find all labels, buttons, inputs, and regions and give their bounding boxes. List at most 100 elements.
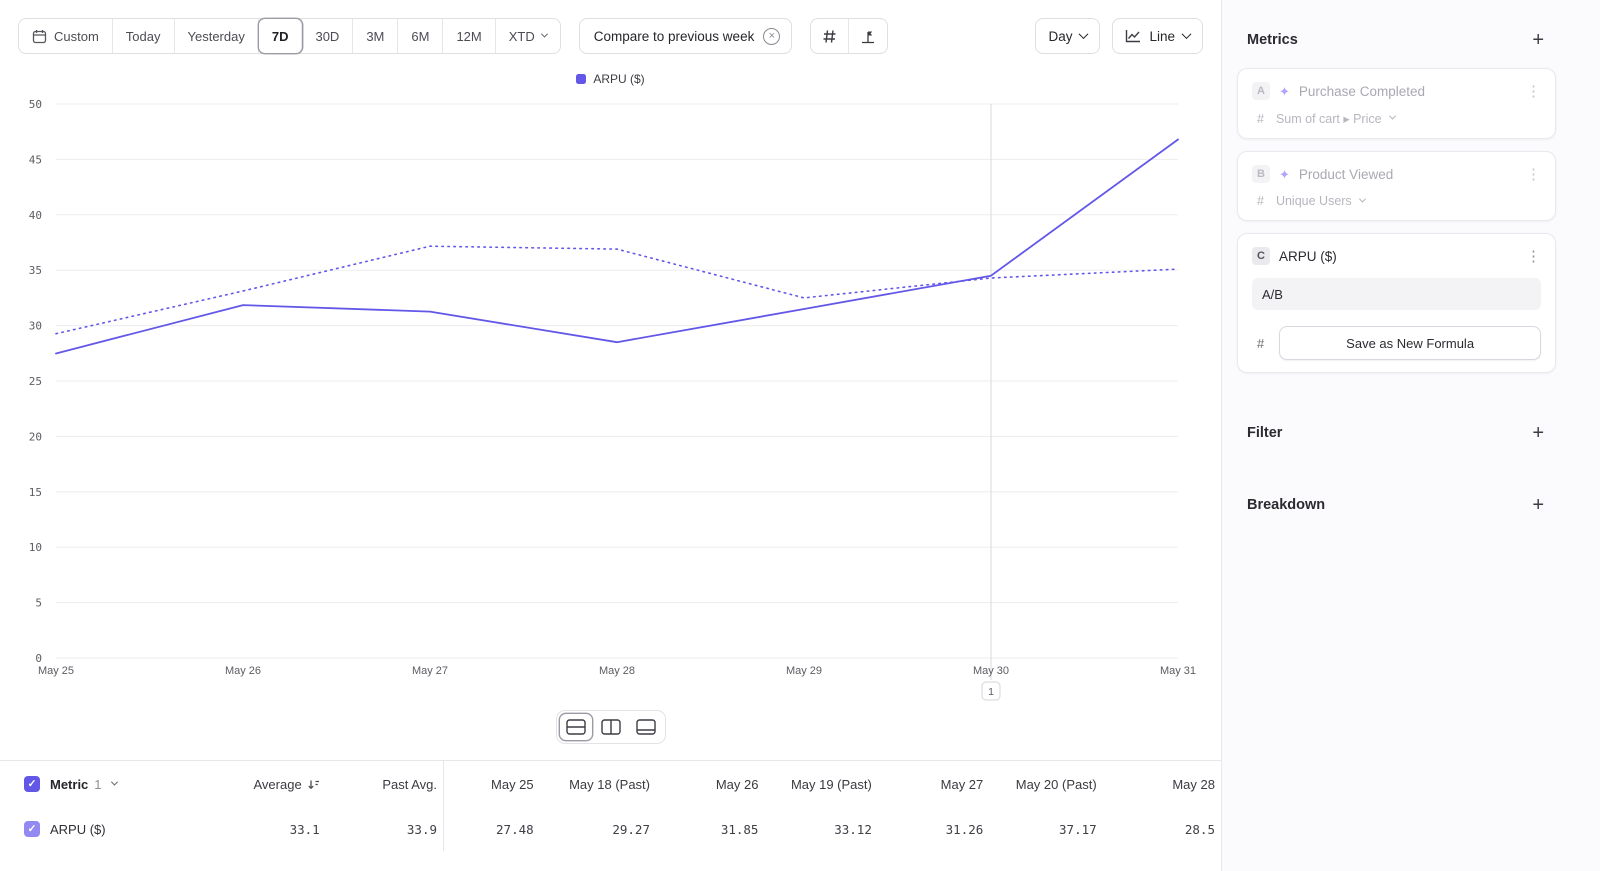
- x-axis-tick-label: May 27: [412, 665, 448, 677]
- chevron-down-icon: [1181, 28, 1192, 39]
- interval-label: Day: [1048, 28, 1073, 44]
- row-checkbox[interactable]: [24, 821, 40, 837]
- column-header-label: May 28: [1172, 776, 1215, 792]
- measure-row: # Unique Users: [1252, 194, 1541, 208]
- metric-card-b-header: B ✦ Product Viewed ⋮: [1252, 164, 1541, 184]
- range-button-6m[interactable]: 6M: [398, 19, 444, 53]
- table-row: ARPU ($) 33.1 33.9 27.48 29.27 31.85 33.12 31.…: [0, 807, 1221, 851]
- sparkle-icon: ✦: [1279, 166, 1290, 182]
- column-header-may-18-past[interactable]: May 18 (Past): [540, 761, 656, 807]
- chevron-down-icon: [1079, 28, 1089, 39]
- add-filter-button[interactable]: +: [1532, 422, 1544, 444]
- kebab-menu-icon[interactable]: ⋮: [1526, 247, 1541, 265]
- x-axis-tick-label: May 28: [599, 665, 635, 677]
- column-header-may-26[interactable]: May 26: [656, 761, 764, 807]
- column-header-may-27[interactable]: May 27: [878, 761, 989, 807]
- y-axis-tick-label: 45: [29, 153, 42, 166]
- cell-may-20-past: 37.17: [1059, 821, 1097, 837]
- y-axis-tick-label: 50: [29, 98, 42, 111]
- measure-label: Unique Users: [1275, 194, 1352, 208]
- cell-may-26: 31.85: [720, 821, 759, 837]
- y-axis-tick-label: 15: [29, 486, 42, 499]
- metric-title[interactable]: ARPU ($): [1279, 248, 1337, 264]
- range-label: 6M: [411, 28, 430, 44]
- chart-type-dropdown[interactable]: Line: [1112, 18, 1203, 54]
- table-header-row: Metric 1 Average Past Avg. May 25 May 18 (P…: [0, 761, 1221, 807]
- metrics-title: Metrics: [1247, 32, 1298, 48]
- grid-values-toggle-button[interactable]: [811, 19, 850, 53]
- chart-svg[interactable]: 0 5 10 15 20 25 30 35 40 45 50 1 May 25 May 26 May 27 M…: [0, 88, 1222, 704]
- y-axis-tick-label: 40: [29, 209, 42, 222]
- line-chart-icon: [1126, 30, 1141, 43]
- cell-may-18-past: 29.27: [612, 821, 650, 837]
- interval-dropdown[interactable]: Day: [1035, 18, 1101, 54]
- metric-title[interactable]: Purchase Completed: [1298, 83, 1425, 99]
- metric-header-label: Metric: [50, 776, 89, 792]
- column-header-label: May 19 (Past): [790, 776, 872, 792]
- column-header-may-19-past[interactable]: May 19 (Past): [764, 761, 877, 807]
- range-button-3m[interactable]: 3M: [353, 19, 399, 53]
- chevron-down-icon: [1388, 112, 1396, 120]
- panel-toggle-group: [555, 710, 666, 744]
- range-button-12m[interactable]: 12M: [443, 19, 496, 53]
- chevron-down-icon: [540, 30, 548, 38]
- measure-dropdown[interactable]: Sum of cart ▸ Price: [1275, 111, 1396, 126]
- metric-card-a[interactable]: A ✦ Purchase Completed ⋮ # Sum of cart ▸…: [1237, 68, 1556, 139]
- layout-split-horizontal-button[interactable]: [560, 714, 592, 740]
- bottom-panel-icon: [635, 719, 656, 735]
- range-button-30d[interactable]: 30D: [302, 19, 354, 53]
- layout-bottom-panel-button[interactable]: [630, 714, 662, 740]
- range-label: 3M: [366, 28, 385, 44]
- range-label: Yesterday: [187, 28, 245, 44]
- formula-value: A/B: [1262, 286, 1283, 302]
- chart-legend[interactable]: ARPU ($): [0, 70, 1221, 88]
- range-label: 7D: [271, 28, 289, 44]
- legend-swatch: [576, 74, 587, 84]
- column-header-label: May 27: [940, 776, 984, 792]
- measure-label: Sum of cart ▸ Price: [1275, 112, 1382, 126]
- annotations-toggle-button[interactable]: [849, 19, 887, 53]
- column-header-may-25[interactable]: May 25: [444, 761, 540, 807]
- range-button-yesterday[interactable]: Yesterday: [175, 19, 259, 53]
- metric-title[interactable]: Product Viewed: [1298, 166, 1394, 182]
- column-header-average[interactable]: Average: [217, 761, 325, 807]
- range-button-custom[interactable]: Custom: [19, 19, 113, 53]
- aggregation-hash-icon: #: [1257, 194, 1264, 208]
- legend-label: ARPU ($): [593, 72, 645, 86]
- compare-chip-label: Compare to previous week: [593, 28, 755, 44]
- save-as-new-formula-button[interactable]: Save as New Formula: [1279, 326, 1541, 360]
- range-button-xtd[interactable]: XTD: [496, 19, 560, 53]
- x-axis-tick-label: May 29: [786, 665, 822, 677]
- range-button-today[interactable]: Today: [113, 19, 175, 53]
- table-row-label-cell[interactable]: ARPU ($): [0, 807, 217, 851]
- save-formula-row: # Save as New Formula: [1252, 326, 1541, 360]
- annotation-badge[interactable]: [981, 681, 1001, 701]
- formula-input[interactable]: A/B: [1252, 278, 1541, 310]
- table-metric-header[interactable]: Metric 1: [0, 761, 217, 807]
- metric-card-b[interactable]: B ✦ Product Viewed ⋮ # Unique Users: [1237, 151, 1556, 221]
- range-button-7d[interactable]: 7D: [258, 19, 303, 53]
- add-breakdown-button[interactable]: +: [1532, 494, 1544, 516]
- metric-badge-a: A: [1252, 82, 1270, 100]
- remove-compare-icon[interactable]: ×: [763, 27, 781, 45]
- range-label: 30D: [315, 28, 340, 44]
- compare-chip[interactable]: Compare to previous week ×: [578, 18, 793, 54]
- kebab-menu-icon[interactable]: ⋮: [1526, 165, 1541, 183]
- column-header-may-28[interactable]: May 28: [1103, 761, 1221, 807]
- add-metric-button[interactable]: +: [1532, 29, 1544, 51]
- measure-row: # Sum of cart ▸ Price: [1252, 111, 1541, 126]
- column-header-label: May 20 (Past): [1015, 776, 1097, 792]
- layout-split-vertical-button[interactable]: [595, 714, 627, 740]
- kebab-menu-icon[interactable]: ⋮: [1526, 82, 1541, 100]
- column-header-past-avg[interactable]: Past Avg.: [326, 761, 444, 807]
- metric-checkbox[interactable]: [24, 776, 40, 792]
- measure-dropdown[interactable]: Unique Users: [1275, 194, 1366, 208]
- series-line-solid: [55, 138, 1179, 355]
- x-axis-tick-label: May 30: [973, 665, 1009, 677]
- column-header-may-20-past[interactable]: May 20 (Past): [989, 761, 1102, 807]
- metric-card-a-header: A ✦ Purchase Completed ⋮: [1252, 81, 1541, 101]
- cell-may-19-past: 33.12: [834, 821, 872, 837]
- metric-card-c[interactable]: C ARPU ($) ⋮ A/B # Save as New Formula: [1237, 233, 1556, 373]
- x-axis-tick-label: May 31: [1160, 665, 1196, 677]
